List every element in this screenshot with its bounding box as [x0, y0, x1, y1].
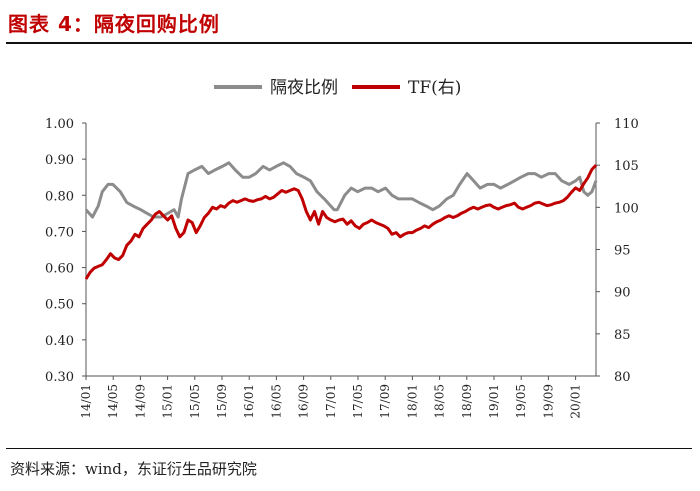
right-tick-label: 110 [614, 117, 639, 132]
left-tick-label: 0.50 [45, 298, 74, 313]
left-tick-label: 0.60 [45, 262, 74, 277]
legend-tf-label: TF(右) [408, 78, 461, 98]
x-tick-label: 14/09 [133, 384, 147, 419]
x-tick-label: 18/01 [405, 384, 419, 419]
right-tick-label: 90 [614, 286, 631, 301]
x-tick-label: 15/05 [188, 384, 202, 419]
source-note: 资料来源：wind，东证衍生品研究院 [10, 460, 257, 478]
x-tick-label: 15/09 [215, 384, 229, 419]
chart-legend: 隔夜比例 TF(右) [214, 78, 461, 98]
x-tick-label: 15/01 [161, 384, 175, 419]
x-tick-label: 14/01 [79, 384, 93, 419]
x-tick-label: 14/05 [106, 384, 120, 419]
left-tick-label: 0.90 [45, 153, 74, 168]
tf-series-line [84, 164, 598, 280]
left-tick-label: 0.30 [45, 370, 74, 385]
x-tick-label: 17/01 [324, 384, 338, 419]
x-tick-label: 16/09 [297, 384, 311, 419]
left-tick-label: 0.40 [45, 334, 74, 349]
x-tick-label: 20/01 [569, 384, 583, 419]
chart-axes: 0.30 0.40 0.50 0.60 0.70 0.80 0.90 1.00 80 85 90 95… [45, 117, 639, 419]
x-tick-label: 16/05 [269, 384, 283, 419]
overnight-ratio-series-line [84, 161, 598, 219]
x-tick-label: 17/05 [351, 384, 365, 419]
x-tick-label: 19/05 [514, 384, 528, 419]
right-tick-label: 80 [614, 370, 631, 385]
x-tick-label: 19/09 [541, 384, 555, 419]
right-tick-label: 105 [614, 159, 639, 174]
x-tick-label: 18/05 [433, 384, 447, 419]
series-layer [84, 161, 598, 280]
right-tick-label: 95 [614, 244, 631, 259]
left-tick-label: 0.80 [45, 189, 74, 204]
overnight-repo-chart: 隔夜比例 TF(右) 0.30 0.40 0.50 0.60 0.70 0.80 0.90 1.… [45, 78, 639, 419]
x-tick-label: 16/01 [242, 384, 256, 419]
right-tick-label: 85 [614, 328, 631, 343]
x-tick-label: 18/09 [460, 384, 474, 419]
x-tick-label: 17/09 [378, 384, 392, 419]
right-tick-label: 100 [614, 201, 639, 216]
source-divider [6, 448, 692, 449]
legend-overnight-ratio-label: 隔夜比例 [270, 78, 338, 98]
title-divider [6, 42, 692, 44]
left-tick-label: 0.70 [45, 225, 74, 240]
left-tick-label: 1.00 [45, 117, 74, 132]
figure-title: 图表 4：隔夜回购比例 [8, 12, 220, 36]
x-tick-label: 19/01 [487, 384, 501, 419]
